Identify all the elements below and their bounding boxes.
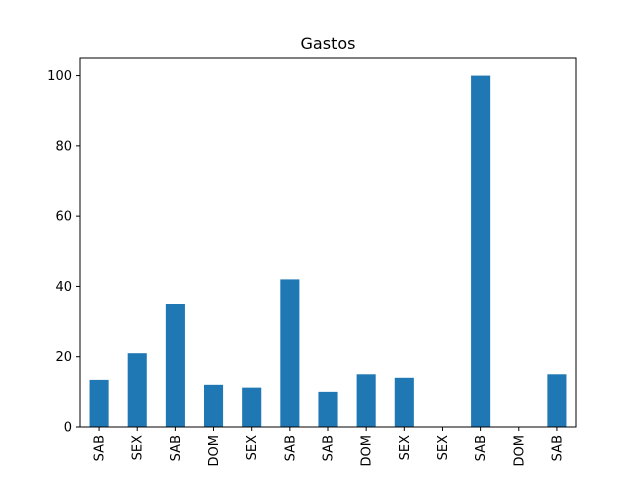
bar-1 [127,353,147,427]
x-tick-label: SEX [131,435,146,460]
y-tick-label: 60 [55,210,72,225]
chart-title: Gastos [301,34,356,53]
x-tick-label: SEX [436,435,451,460]
x-tick-label: SAB [93,435,108,461]
x-tick-label: SEX [398,435,413,460]
x-axis: SAB SEX SAB DOM SEX SAB SAB DOM SEX SEX SAB DOM SAB [93,427,565,466]
bar-4 [242,387,262,427]
y-axis: 0 20 40 60 80 100 [47,69,80,436]
bar-8 [394,377,414,427]
bar-10 [471,75,491,427]
x-tick-label: DOM [360,435,375,466]
bar-3 [204,384,224,427]
bar-0 [89,379,109,427]
bar-6 [318,391,338,427]
bar-5 [280,279,300,427]
y-tick-label: 100 [47,69,72,84]
plot-frame [79,57,577,428]
x-tick-label: SAB [550,435,565,461]
bar-2 [165,304,185,427]
x-tick-label: SAB [283,435,298,461]
x-tick-label: DOM [512,435,527,466]
y-tick-label: 0 [64,421,72,436]
bar-7 [356,374,376,427]
y-tick-label: 80 [55,139,72,154]
x-tick-label: SAB [322,435,337,461]
x-tick-label: SEX [245,435,260,460]
x-tick-label: SAB [169,435,184,461]
x-tick-label: SAB [474,435,489,461]
x-tick-label: DOM [207,435,222,466]
y-tick-label: 40 [55,280,72,295]
bars-group [89,75,567,427]
y-tick-label: 20 [55,350,72,365]
bar-12 [547,374,567,427]
